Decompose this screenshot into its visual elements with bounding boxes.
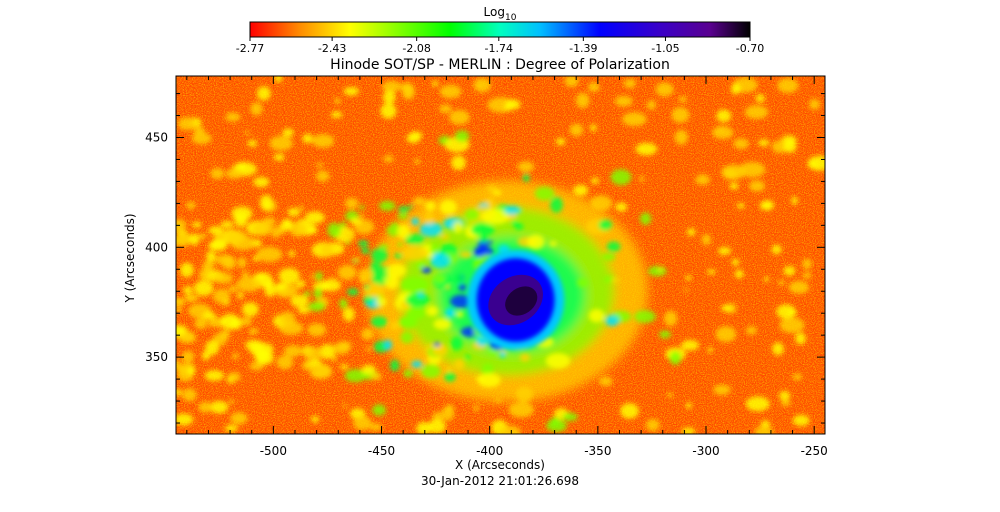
y-tick: 450 xyxy=(145,130,825,144)
x-tick: -250 xyxy=(801,76,828,458)
x-axis: -500 -450 -400 -350 -300 -250 xyxy=(186,76,828,458)
x-tick-label: -300 xyxy=(692,444,719,458)
y-axis: 350 400 450 xyxy=(145,93,825,424)
sunspot xyxy=(466,249,565,351)
colorbar-gradient xyxy=(249,21,751,38)
x-tick-label: -400 xyxy=(476,444,503,458)
plot-area xyxy=(176,76,825,434)
x-tick: -300 xyxy=(692,76,720,458)
y-tick: 350 xyxy=(145,350,825,364)
x-axis-label: X (Arcseconds) xyxy=(455,458,545,472)
y-tick-label: 400 xyxy=(145,240,168,254)
network-patches xyxy=(176,76,825,434)
colorbar-tick-label: -2.08 xyxy=(402,42,430,55)
colorbar-ticks: -2.77 -2.43 -2.08 -1.74 -1.39 -1.05 -0.70 xyxy=(236,37,764,55)
colorbar-tick-label: -1.05 xyxy=(651,42,679,55)
colorbar-tick: -1.74 xyxy=(485,37,513,55)
colorbar-tick-label: -2.77 xyxy=(236,42,264,55)
y-tick-label: 350 xyxy=(145,350,168,364)
x-tick-label: -450 xyxy=(368,444,395,458)
y-axis-label: Y (Arcseconds) xyxy=(123,213,137,303)
chart-title: Hinode SOT/SP - MERLIN : Degree of Polar… xyxy=(330,57,670,73)
colorbar-tick: -2.43 xyxy=(318,37,346,55)
x-tick: -500 xyxy=(260,76,287,458)
colorbar-tick: -1.05 xyxy=(651,37,680,55)
colorbar-tick-label: -1.39 xyxy=(569,42,597,55)
x-tick-label: -250 xyxy=(801,444,828,458)
colorbar-tick-label: -0.70 xyxy=(736,42,764,55)
x-tick-label: -350 xyxy=(584,444,611,458)
y-tick: 400 xyxy=(145,240,825,254)
x-tick: -400 xyxy=(476,76,503,458)
plot-frame xyxy=(175,75,826,435)
x-tick: -350 xyxy=(584,76,611,458)
colorbar-tick: -0.70 xyxy=(736,37,764,55)
colorbar: Log10 -2.77 -2.43 -2.08 -1.74 -1.39 -1.05 -0.7… xyxy=(236,5,764,55)
umbra-core xyxy=(505,286,538,316)
colorbar-tick-label: -1.74 xyxy=(485,42,513,55)
colorbar-tick: -2.08 xyxy=(402,37,431,55)
colorbar-tick-label: -2.43 xyxy=(318,42,346,55)
y-tick-label: 450 xyxy=(145,130,168,144)
colorbar-tick: -2.77 xyxy=(236,37,264,55)
timestamp: 30-Jan-2012 21:01:26.698 xyxy=(421,474,579,488)
x-tick-label: -500 xyxy=(260,444,287,458)
x-tick: -450 xyxy=(368,76,395,458)
colorbar-label: Log10 xyxy=(484,5,517,23)
colorbar-tick: -1.39 xyxy=(569,37,598,55)
